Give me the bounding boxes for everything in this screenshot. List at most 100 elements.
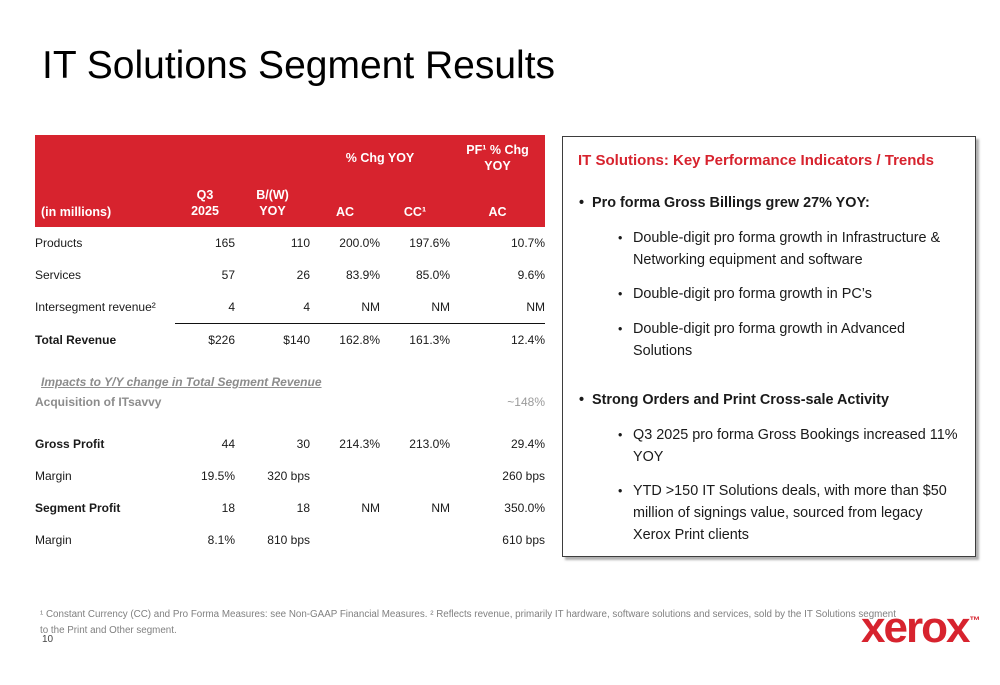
row-label: Segment Profit	[35, 501, 121, 515]
cell: $226	[175, 322, 235, 357]
cell: 44	[221, 437, 235, 451]
header-spacer	[35, 135, 175, 181]
kpi-subbullet-text: Double-digit pro forma growth in Infrast…	[633, 229, 941, 268]
impacts-heading: Impacts to Y/Y change in Total Segment R…	[41, 375, 322, 389]
kpi-subbullet-text: Double-digit pro forma growth in Advance…	[633, 321, 905, 360]
cell: 83.9%	[345, 268, 380, 282]
cell: 260 bps	[502, 469, 545, 483]
header-cc: CC¹	[380, 181, 450, 227]
cell: 197.6%	[409, 236, 450, 250]
kpi-subbullet: Double-digit pro forma growth in Advance…	[616, 319, 962, 363]
row-label: Total Revenue	[35, 333, 117, 347]
kpi-bullet-gross-billings: Pro forma Gross Billings grew 27% YOY:	[578, 193, 962, 215]
cell: 57	[221, 268, 235, 282]
cell: ~148%	[507, 395, 545, 409]
table-row-gross-margin: Margin 19.5% 320 bps 260 bps	[35, 460, 545, 492]
cell: 110	[290, 236, 310, 250]
kpi-subbullet-text: Q3 2025 pro forma Gross Bookings increas…	[633, 426, 958, 465]
cell: 320 bps	[267, 469, 310, 483]
cell: NM	[361, 501, 380, 515]
cell: 200.0%	[339, 236, 380, 250]
table-row-segment-profit: Segment Profit 18 18 NM NM 350.0%	[35, 492, 545, 524]
cell: 165	[214, 236, 235, 250]
table-row-itsavvy: Acquisition of ITsavvy ~148%	[35, 392, 545, 412]
kpi-bullet-text: Strong Orders and Print Cross-sale Activ…	[592, 392, 889, 409]
header-q3-2025: Q3 2025	[175, 181, 235, 227]
cell	[310, 524, 380, 556]
impacts-heading-row: Impacts to Y/Y change in Total Segment R…	[35, 372, 545, 392]
spacer	[35, 412, 545, 428]
cell: 4	[303, 299, 310, 314]
table-row-segment-margin: Margin 8.1% 810 bps 610 bps	[35, 524, 545, 556]
cell: 9.6%	[517, 268, 545, 282]
cell: $140	[235, 322, 310, 357]
cell: 162.8%	[310, 322, 380, 357]
header-in-millions: (in millions)	[35, 181, 175, 227]
cell: 610 bps	[502, 533, 545, 547]
kpi-subbullet: Double-digit pro forma growth in Infrast…	[616, 228, 962, 272]
cell: NM	[431, 299, 450, 314]
header-spacer	[235, 135, 310, 181]
row-label: Margin	[35, 533, 72, 547]
cell	[380, 524, 450, 556]
cell	[310, 460, 380, 492]
table-row-gross-profit: Gross Profit 44 30 214.3% 213.0% 29.4%	[35, 428, 545, 460]
spacer	[35, 357, 545, 372]
kpi-panel: IT Solutions: Key Performance Indicators…	[562, 136, 976, 557]
kpi-subbullet: Q3 2025 pro forma Gross Bookings increas…	[616, 425, 962, 469]
cell: 10.7%	[510, 236, 545, 250]
cell: 213.0%	[409, 437, 450, 451]
cell: 29.4%	[510, 437, 545, 451]
xerox-logo: xerox™	[861, 603, 981, 652]
cell: 4	[228, 299, 235, 314]
cell: 26	[296, 268, 310, 282]
cell: 350.0%	[504, 501, 545, 515]
cell: 18	[221, 501, 235, 515]
row-label: Intersegment revenue²	[35, 300, 156, 314]
header-bw-yoy: B/(W) YOY	[235, 181, 310, 227]
table-row-intersegment: Intersegment revenue² 4 4 NM NM NM	[35, 291, 545, 323]
cell	[380, 460, 450, 492]
kpi-subbullet-text: YTD >150 IT Solutions deals, with more t…	[633, 483, 947, 544]
table-row-products: Products 165 110 200.0% 197.6% 10.7%	[35, 227, 545, 259]
header-ac: AC	[310, 181, 380, 227]
cell: 161.3%	[380, 322, 450, 357]
header-chg-yoy-group: % Chg YOY	[310, 135, 450, 181]
cell: 85.0%	[415, 268, 450, 282]
cell: 19.5%	[200, 469, 235, 483]
page-title: IT Solutions Segment Results	[42, 44, 556, 87]
footnote: ¹ Constant Currency (CC) and Pro Forma M…	[40, 608, 896, 637]
header-pf-chg-yoy-group: PF¹ % Chg YOY	[450, 135, 545, 181]
row-label: Margin	[35, 469, 72, 483]
cell: 8.1%	[207, 533, 235, 547]
cell: 810 bps	[267, 533, 310, 547]
cell: 30	[296, 437, 310, 451]
kpi-subbullet: YTD >150 IT Solutions deals, with more t…	[616, 481, 962, 547]
kpi-subbullet: Double-digit pro forma growth in PC’s	[616, 284, 962, 306]
cell: NM	[361, 299, 380, 314]
row-label: Products	[35, 236, 83, 250]
table-row-total-revenue: Total Revenue $226 $140 162.8% 161.3% 12…	[35, 322, 545, 357]
table-row-services: Services 57 26 83.9% 85.0% 9.6%	[35, 259, 545, 291]
kpi-subbullet-text: Double-digit pro forma growth in PC’s	[633, 286, 872, 303]
kpi-panel-title: IT Solutions: Key Performance Indicators…	[578, 152, 934, 169]
page-number: 10	[42, 634, 54, 645]
kpi-bullet-text: Pro forma Gross Billings grew 27% YOY:	[592, 195, 870, 211]
financial-table: % Chg YOY PF¹ % Chg YOY (in millions) Q3…	[35, 135, 545, 556]
header-spacer	[175, 135, 235, 181]
cell: NM	[526, 299, 545, 314]
header-pf-line2: YOY	[484, 159, 511, 173]
cell: 12.4%	[450, 322, 545, 357]
kpi-bullet-orders: Strong Orders and Print Cross-sale Activ…	[578, 390, 962, 412]
header-pf-ac: AC	[450, 181, 545, 227]
trademark-symbol: ™	[969, 615, 981, 627]
header-pf-line1: PF¹ % Chg	[466, 142, 529, 157]
cell: 214.3%	[339, 437, 380, 451]
row-label: Services	[35, 268, 82, 282]
row-label: Acquisition of ITsavvy	[35, 395, 162, 409]
cell: NM	[431, 501, 450, 515]
cell: 18	[296, 501, 310, 515]
row-label: Gross Profit	[35, 437, 105, 451]
table-header: % Chg YOY PF¹ % Chg YOY (in millions) Q3…	[35, 135, 545, 227]
